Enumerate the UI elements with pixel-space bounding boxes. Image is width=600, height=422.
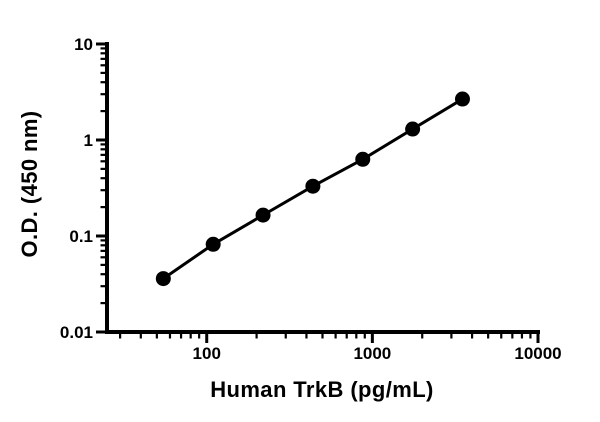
data-point [454, 91, 470, 107]
x-tick-label: 100 [193, 344, 221, 363]
data-point [205, 236, 221, 252]
data-point [355, 151, 371, 167]
axes-and-data-layer: 100 1000 10000 0.01 0.1 1 10 [60, 35, 562, 363]
y-tick-label: 1 [84, 131, 93, 150]
data-point [405, 121, 421, 137]
y-tick-label: 10 [74, 35, 93, 54]
y-tick-label: 0.01 [60, 323, 93, 342]
x-axis-title: Human TrkB (pg/mL) [210, 377, 434, 402]
y-tick-label: 0.1 [69, 227, 93, 246]
x-tick-label: 10000 [514, 344, 561, 363]
data-point [255, 207, 271, 223]
data-point [305, 178, 321, 194]
x-tick-label: 1000 [353, 344, 391, 363]
y-axis-title: O.D. (450 nm) [17, 110, 42, 257]
data-point [155, 271, 171, 287]
